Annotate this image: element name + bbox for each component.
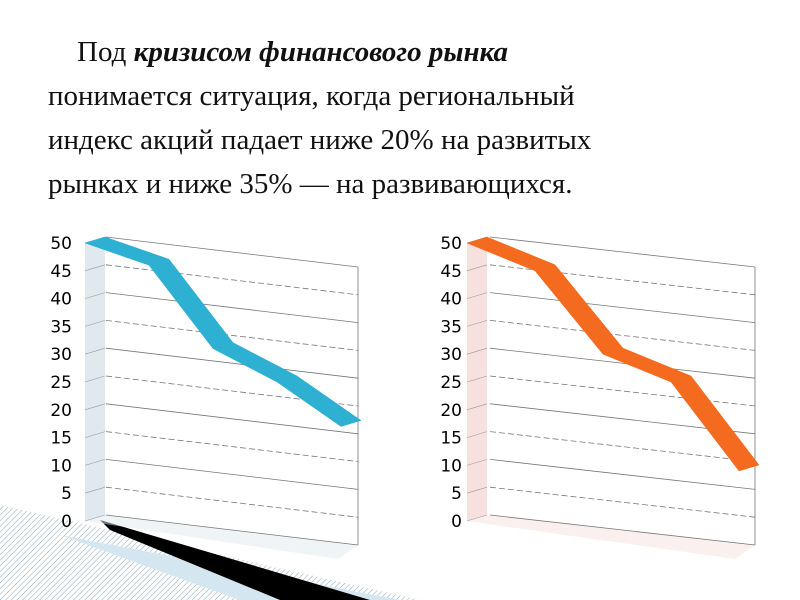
gridline (105, 431, 359, 462)
y-tick-label: 40 (440, 290, 462, 310)
y-tick-label: 25 (50, 373, 72, 393)
y-tick-label: 45 (50, 262, 72, 282)
gridline (489, 320, 756, 351)
y-tick-label: 0 (451, 512, 462, 532)
y-tick-label: 40 (50, 290, 72, 310)
y-tick-label: 35 (440, 317, 462, 337)
gridline (105, 264, 359, 296)
side-gridline (466, 486, 488, 494)
side-gridline (466, 431, 488, 438)
floor (85, 515, 358, 559)
side-gridline (84, 486, 106, 494)
slide-text: Под кризисом финансового рынка понимаетс… (48, 30, 768, 206)
y-tick-label: 35 (50, 317, 72, 337)
side-gridline (84, 320, 106, 327)
side-gridline (466, 264, 488, 272)
y-tick-label: 25 (440, 373, 462, 393)
gridline (105, 459, 359, 490)
text-prefix: Под (77, 36, 134, 68)
chart-1: 0 5 10 15 20 25 30 35 40 45 50 (50, 234, 362, 559)
gridline (489, 459, 756, 490)
text-line: понимается ситуация, когда региональный (48, 80, 575, 112)
side-gridline (84, 347, 106, 355)
text-line: рынках и ниже 35% — на развивающихся. (48, 168, 573, 200)
gridline (105, 292, 359, 323)
black-wedge (100, 520, 370, 600)
side-gridline (466, 347, 488, 355)
gridline (489, 264, 756, 296)
text-line: индекс акций падает ниже 20% на развитых (48, 124, 592, 156)
side-gridline (84, 264, 106, 272)
hatch-stripe (0, 505, 420, 600)
y-tick-label: 10 (50, 456, 72, 476)
series-segment (276, 375, 362, 427)
gridline (489, 347, 756, 379)
side-gridline (84, 403, 106, 411)
gridline (105, 514, 359, 546)
side-gridline (466, 320, 488, 327)
side-gridline (84, 459, 106, 466)
y-tick-label: 5 (451, 484, 462, 504)
y-tick-label: 45 (440, 262, 462, 282)
floor (467, 515, 755, 559)
y-tick-label: 20 (440, 401, 462, 421)
gridline (105, 486, 359, 518)
y-tick-label: 15 (440, 429, 462, 449)
gridline (105, 320, 359, 351)
gridline (489, 486, 756, 518)
y-tick-label: 0 (61, 512, 72, 532)
y-tick-label: 30 (50, 345, 72, 365)
gridline (105, 403, 359, 435)
gridline (105, 347, 359, 379)
series-segment (148, 258, 234, 349)
y-tick-label: 10 (440, 456, 462, 476)
side-gridline (84, 431, 106, 438)
y-tick-label: 30 (440, 345, 462, 365)
side-gridline (466, 514, 488, 522)
side-gridline (84, 292, 106, 299)
y-tick-label: 20 (50, 401, 72, 421)
side-gridline (84, 514, 106, 522)
gridline (489, 375, 756, 407)
series-segment (670, 375, 760, 472)
y-tick-label: 5 (61, 484, 72, 504)
side-gridline (84, 375, 106, 383)
y-tick-label: 15 (50, 429, 72, 449)
y-tick-label: 50 (440, 234, 462, 254)
side-gridline (466, 459, 488, 466)
series-segment (602, 347, 692, 383)
chart-2: 0 5 10 15 20 25 30 35 40 45 50 (440, 234, 760, 559)
side-gridline (466, 403, 488, 411)
side-gridline (466, 292, 488, 299)
gridline (489, 236, 756, 268)
y-tick-label: 50 (50, 234, 72, 254)
gridline (105, 236, 359, 268)
gridline (489, 292, 756, 323)
text-bold-term: кризисом финансового рынка (133, 36, 509, 68)
gridline (489, 514, 756, 546)
side-gridline (466, 375, 488, 383)
